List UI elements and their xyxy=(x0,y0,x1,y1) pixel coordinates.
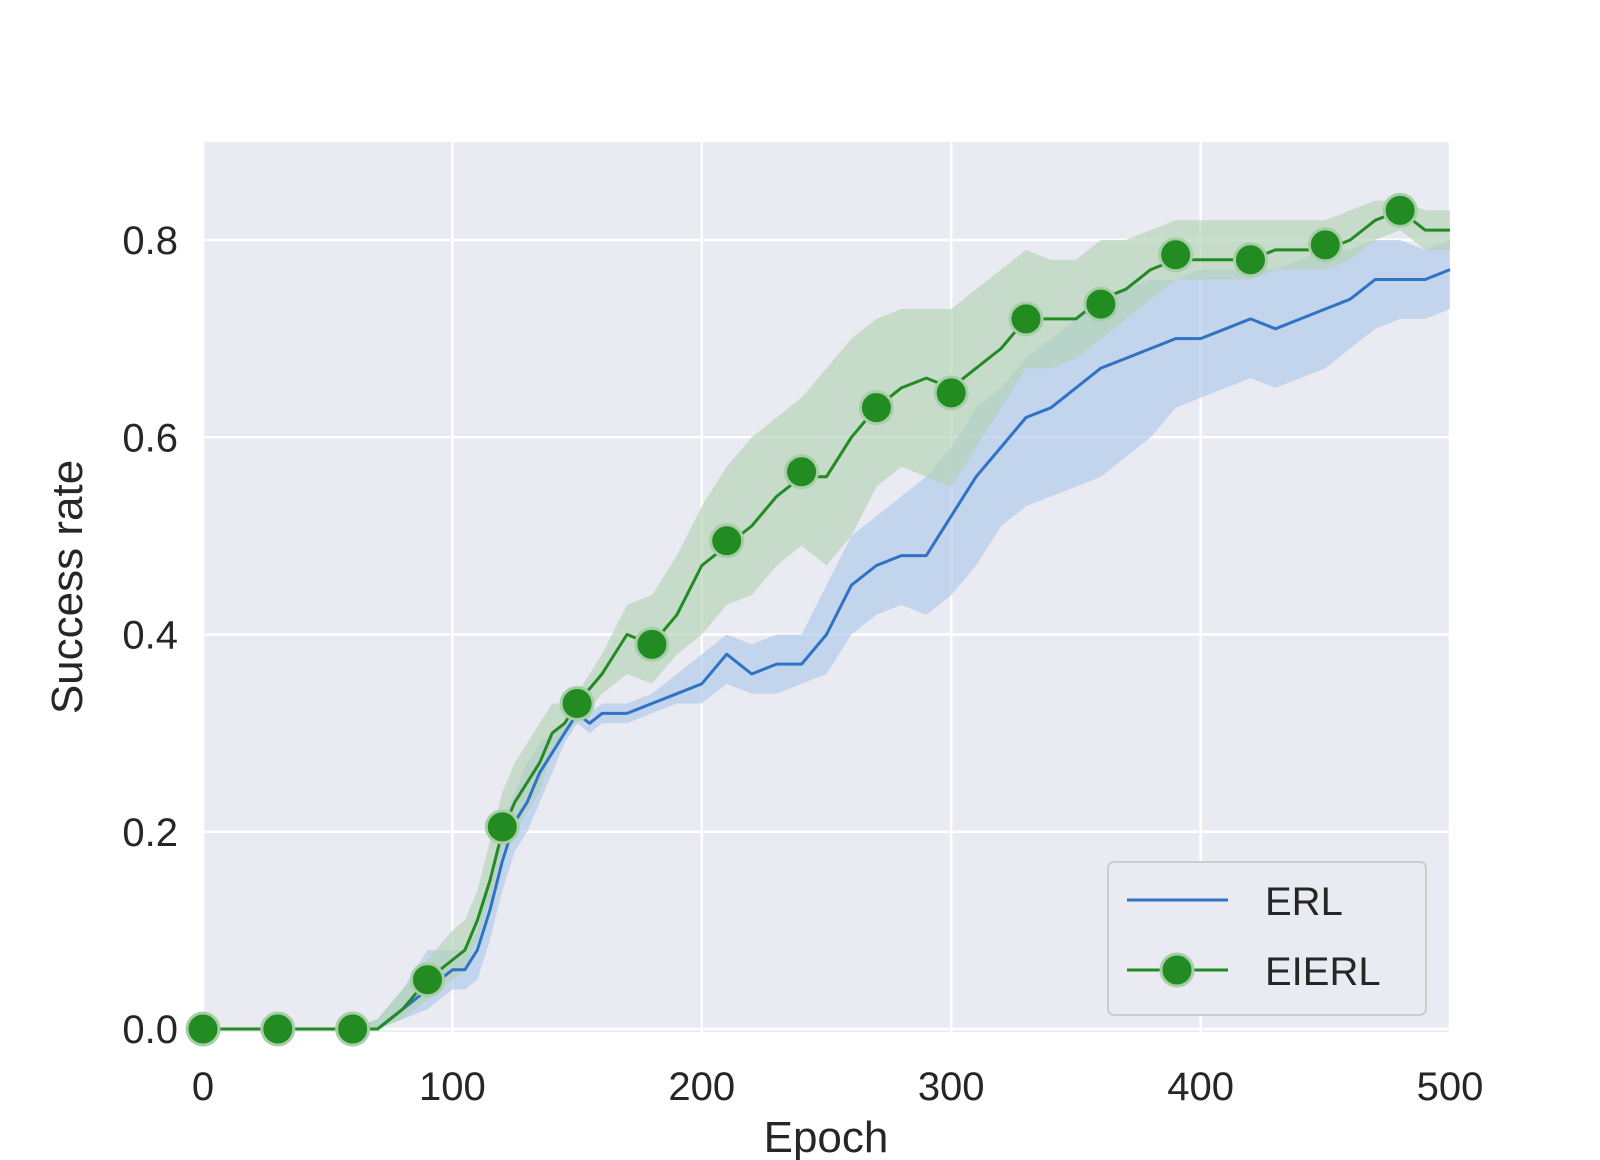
y-axis-label: Success rate xyxy=(43,460,92,714)
y-tick-label: 0.2 xyxy=(122,811,178,855)
x-tick-label: 100 xyxy=(419,1065,486,1109)
x-tick-label: 400 xyxy=(1167,1065,1234,1109)
eierl-marker xyxy=(1382,192,1418,228)
eierl-marker xyxy=(1008,301,1044,337)
eierl-marker xyxy=(185,1011,221,1047)
legend-eierl-marker xyxy=(1159,952,1195,988)
x-tick-label: 500 xyxy=(1417,1065,1484,1109)
x-axis-label: Epoch xyxy=(764,1113,889,1160)
eierl-marker xyxy=(1158,237,1194,273)
eierl-marker xyxy=(335,1011,371,1047)
y-tick-label: 0.4 xyxy=(122,614,178,658)
legend-erl-label: ERL xyxy=(1265,880,1343,924)
y-tick-label: 0.6 xyxy=(122,416,178,460)
eierl-marker xyxy=(559,686,595,722)
x-tick-label: 0 xyxy=(192,1065,214,1109)
x-tick-labels: 0 100 200 300 400 500 xyxy=(192,1065,1484,1109)
legend-eierl-label: EIERL xyxy=(1265,950,1381,994)
y-tick-label: 0.0 xyxy=(122,1008,178,1052)
eierl-marker xyxy=(409,962,445,998)
legend: ERL EIERL xyxy=(1107,861,1427,1016)
eierl-marker xyxy=(1307,227,1343,263)
eierl-marker xyxy=(1083,286,1119,322)
x-tick-label: 200 xyxy=(668,1065,735,1109)
series-markers xyxy=(185,192,1418,1047)
eierl-marker xyxy=(634,626,670,662)
eierl-marker xyxy=(933,375,969,411)
y-tick-label: 0.8 xyxy=(122,219,178,263)
eierl-marker xyxy=(1232,242,1268,278)
eierl-marker xyxy=(858,390,894,426)
y-tick-labels: 0.0 0.2 0.4 0.6 0.8 xyxy=(122,219,178,1052)
erl-line xyxy=(203,268,1451,1031)
x-tick-label: 300 xyxy=(918,1065,985,1109)
eierl-marker xyxy=(260,1011,296,1047)
eierl-marker xyxy=(484,809,520,845)
eierl-marker xyxy=(784,454,820,490)
eierl-marker xyxy=(709,523,745,559)
